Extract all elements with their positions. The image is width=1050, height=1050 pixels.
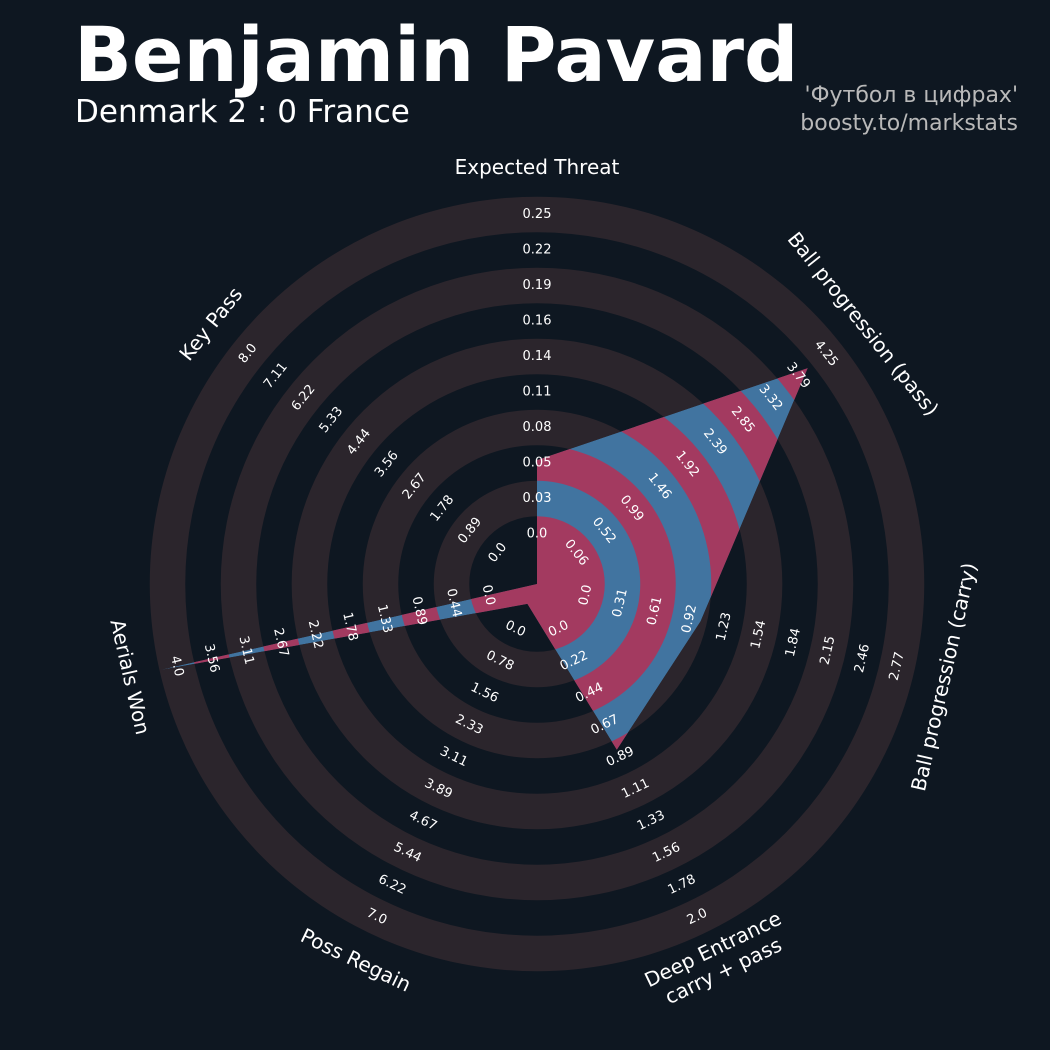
tick-label: 2.46 (852, 643, 873, 675)
tick-label: 4.67 (407, 808, 440, 834)
tick-label: 4.0 (167, 654, 186, 678)
tick-label: 0.16 (523, 314, 552, 329)
tick-label: 0.03 (523, 491, 552, 506)
tick-label: 1.78 (428, 493, 458, 525)
tick-label: 0.0 (527, 527, 548, 542)
match-subtitle: Denmark 2 : 0 France (75, 94, 410, 130)
tick-label: 7.11 (261, 360, 291, 392)
tick-label: 0.0 (503, 618, 528, 640)
tick-label: 6.22 (376, 872, 409, 898)
parameter-label: Expected Threat (455, 155, 620, 179)
tick-label: 0.44 (443, 587, 464, 619)
tick-label: 0.31 (610, 587, 631, 619)
tick-label: 0.0 (486, 540, 511, 566)
tick-label: 0.0 (576, 583, 595, 607)
tick-label: 1.56 (468, 680, 501, 706)
tick-label: 3.56 (372, 448, 402, 480)
tick-label: 1.54 (748, 619, 769, 651)
tick-label: 0.22 (523, 243, 552, 258)
tick-label: 2.67 (270, 627, 291, 659)
tick-label: 0.92 (679, 603, 700, 635)
tick-label: 0.89 (409, 595, 430, 627)
tick-label: 1.78 (666, 872, 699, 898)
parameter-label: Aerials Won (105, 617, 155, 737)
tick-label: 0.05 (523, 456, 552, 471)
tick-label: 1.33 (374, 603, 395, 635)
tick-label: 3.11 (437, 744, 470, 770)
tick-label: 2.15 (817, 635, 838, 667)
tick-label: 0.89 (604, 744, 637, 770)
tick-label: 0.19 (523, 278, 552, 293)
tick-label: 0.08 (523, 420, 552, 435)
tick-label: 1.33 (635, 808, 668, 834)
tick-label: 0.61 (644, 595, 665, 627)
tick-label: 1.78 (339, 611, 360, 643)
tick-label: 0.11 (523, 385, 552, 400)
tick-label: 1.23 (714, 611, 735, 643)
tick-label: 0.0 (479, 583, 498, 607)
player-name-title: Benjamin Pavard (74, 10, 799, 99)
tick-label: 2.22 (305, 619, 326, 651)
tick-label: 2.77 (887, 650, 908, 682)
tick-label: 0.25 (523, 207, 552, 222)
tick-label: 1.84 (783, 627, 804, 659)
tick-label: 3.56 (201, 643, 222, 675)
credit-channel: 'Футбол в цифрах' (804, 83, 1018, 108)
tick-label: 5.33 (316, 404, 346, 436)
credit-url: boosty.to/markstats (800, 111, 1018, 136)
tick-label: 3.11 (235, 635, 256, 667)
tick-label: 0.14 (523, 349, 552, 364)
